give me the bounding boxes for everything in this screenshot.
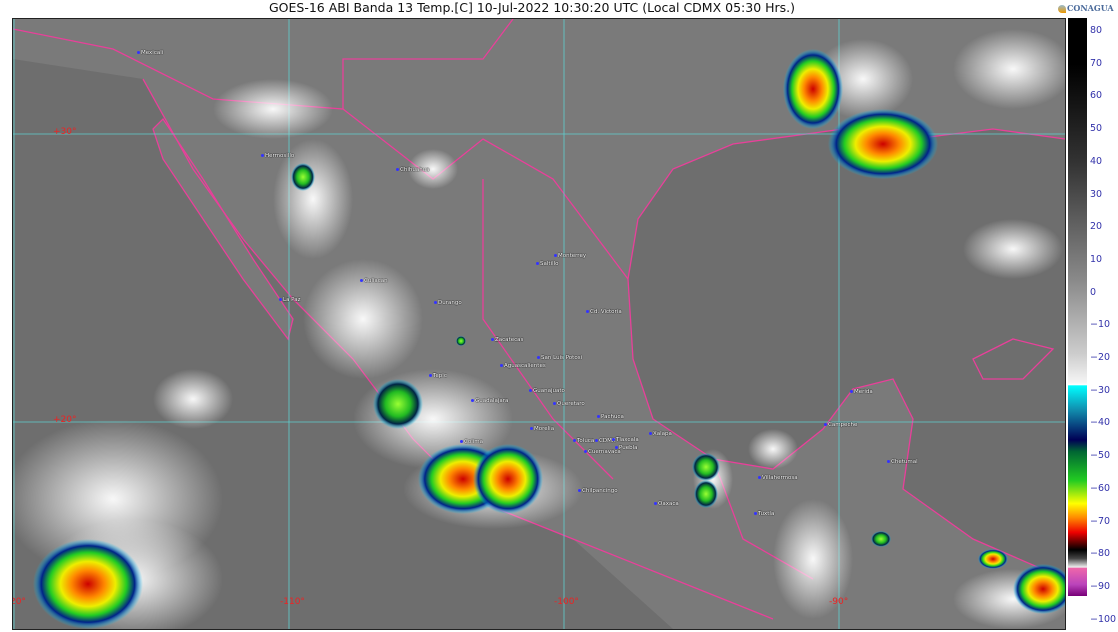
city-label: La Paz <box>279 297 301 303</box>
city-label: CDMX <box>595 438 616 444</box>
colorbar-tick-label: 60 <box>1090 90 1103 102</box>
colorbar-tick-label: 10 <box>1090 253 1103 265</box>
colorbar-tick-label: 40 <box>1090 155 1103 167</box>
city-label: Morelia <box>530 426 554 432</box>
city-label: Culiacan <box>360 278 388 284</box>
city-label: Oaxaca <box>654 501 679 507</box>
city-label: San Luis Potosi <box>537 355 582 361</box>
city-label: Hermosillo <box>261 153 294 159</box>
city-label: Merida <box>850 389 873 395</box>
city-label: Mexicali <box>137 50 163 56</box>
colorbar-tick-label: −70 <box>1090 515 1111 527</box>
city-label: Queretaro <box>553 401 585 407</box>
city-label: Monterrey <box>554 253 586 259</box>
city-label: Saltillo <box>536 261 559 267</box>
city-label: Pachuca <box>597 414 624 420</box>
city-label: Guanajuato <box>529 388 565 394</box>
city-label: Chihuahua <box>396 167 430 173</box>
city-label: Cd. Victoria <box>586 309 622 315</box>
longitude-label: -120° <box>13 597 26 607</box>
map-imagery <box>13 19 1065 629</box>
city-label: Zacatecas <box>491 337 523 343</box>
colorbar-tick-label: −20 <box>1090 352 1111 363</box>
city-label: Aguascalientes <box>500 363 546 369</box>
city-label: Xalapa <box>649 431 672 437</box>
city-label: Toluca <box>573 438 594 444</box>
colorbar-tick-label: 20 <box>1090 221 1103 233</box>
city-label: Colima <box>460 439 483 445</box>
city-label: Chetumal <box>887 459 918 465</box>
colorbar-tick-label: −50 <box>1090 450 1111 462</box>
colorbar-tick-label: 80 <box>1090 25 1103 36</box>
colorbar-tick-label: −80 <box>1090 548 1111 560</box>
city-label: Villahermosa <box>758 475 798 481</box>
city-label: Durango <box>434 300 462 306</box>
longitude-label: -100° <box>554 597 579 607</box>
city-label: Tlaxcala <box>612 437 639 443</box>
city-label: Campeche <box>824 422 857 428</box>
latitude-label: +20° <box>53 415 77 425</box>
colorbar-tick-label: −60 <box>1090 482 1111 494</box>
colorbar-tick-label: 50 <box>1090 123 1103 135</box>
colorbar-tick-label: 0 <box>1090 286 1097 298</box>
city-label: Puebla <box>615 445 637 451</box>
city-label: Tuxtla <box>754 511 774 517</box>
conagua-logo: CONAGUA <box>1058 3 1114 13</box>
colorbar-tick-label: 30 <box>1090 188 1103 200</box>
convective-storms <box>33 49 1065 629</box>
satellite-map: +30° +20° -120° -110° -100° -90° Mexical… <box>12 18 1066 630</box>
logo-icon <box>1058 5 1066 13</box>
city-label: Guadalajara <box>471 398 508 404</box>
colorbar-tick-label: −10 <box>1090 319 1111 331</box>
colorbar-tick-label: −30 <box>1090 384 1111 396</box>
city-label: Chilpancingo <box>578 488 618 494</box>
image-title: GOES-16 ABI Banda 13 Temp.[C] 10-Jul-202… <box>268 0 796 15</box>
longitude-label: -90° <box>829 597 849 607</box>
colorbar-tick-label: −40 <box>1090 417 1111 429</box>
colorbar-tick-label: −90 <box>1090 580 1111 592</box>
colorbar-tick-label: −100 <box>1090 613 1117 625</box>
temperature-colorbar <box>1068 18 1087 596</box>
latitude-label: +30° <box>53 127 77 137</box>
city-label: Tepic <box>429 373 447 379</box>
colorbar-tick-label: 70 <box>1090 57 1103 69</box>
city-label: Cuernavaca <box>584 449 621 455</box>
longitude-label: -110° <box>280 597 305 607</box>
